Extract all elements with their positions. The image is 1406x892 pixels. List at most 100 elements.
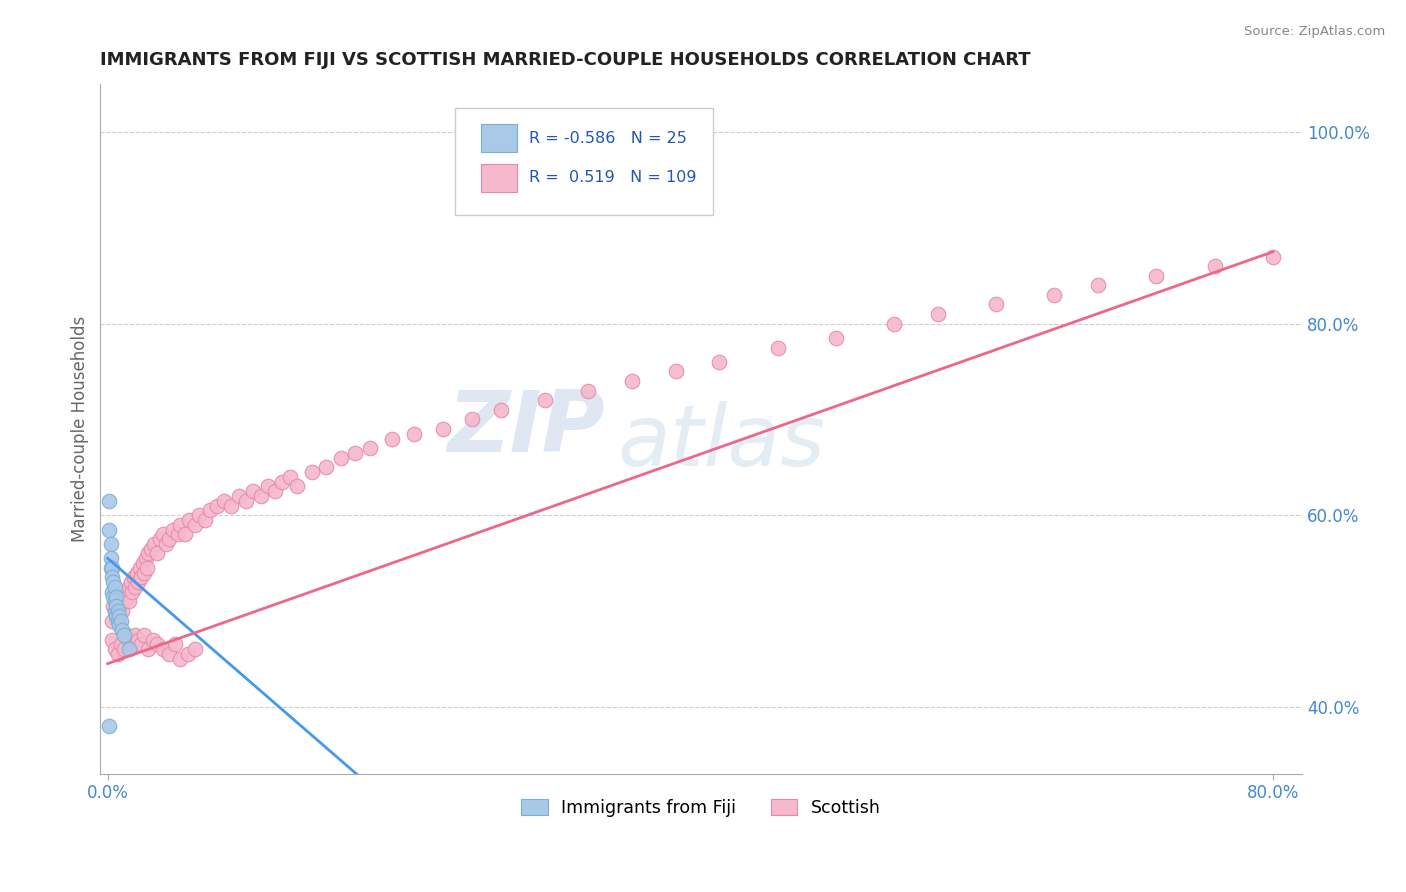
Point xyxy=(104,604,127,618)
Point xyxy=(98,523,121,537)
Point xyxy=(103,599,125,614)
Point xyxy=(101,614,124,628)
Point xyxy=(132,628,155,642)
Point xyxy=(108,599,131,614)
Point xyxy=(188,508,211,523)
Point xyxy=(110,614,132,628)
Point xyxy=(709,355,731,369)
Point xyxy=(157,647,180,661)
Point xyxy=(285,479,308,493)
Point xyxy=(264,484,287,499)
Point xyxy=(98,719,121,733)
Text: IMMIGRANTS FROM FIJI VS SCOTTISH MARRIED-COUPLE HOUSEHOLDS CORRELATION CHART: IMMIGRANTS FROM FIJI VS SCOTTISH MARRIED… xyxy=(100,51,1031,69)
Point xyxy=(110,637,132,651)
Point xyxy=(212,493,235,508)
Point xyxy=(1043,288,1066,302)
Point xyxy=(278,470,301,484)
Point xyxy=(103,575,125,590)
Point xyxy=(125,566,148,580)
Point xyxy=(173,527,195,541)
Point xyxy=(100,537,122,551)
Text: R =  0.519   N = 109: R = 0.519 N = 109 xyxy=(529,170,697,185)
Point xyxy=(108,618,131,632)
Point xyxy=(124,580,146,594)
Point xyxy=(825,331,848,345)
Point xyxy=(100,561,122,575)
Text: R = -0.586   N = 25: R = -0.586 N = 25 xyxy=(529,131,688,146)
Point xyxy=(143,537,166,551)
Point xyxy=(138,642,160,657)
Point xyxy=(122,570,145,584)
Point xyxy=(221,499,243,513)
Point xyxy=(359,441,381,455)
Point xyxy=(112,642,135,657)
Point xyxy=(104,604,127,618)
Text: Source: ZipAtlas.com: Source: ZipAtlas.com xyxy=(1244,25,1385,38)
Point xyxy=(141,541,163,556)
Point xyxy=(104,594,127,608)
Point xyxy=(665,364,688,378)
Point xyxy=(101,570,124,584)
Point xyxy=(1261,250,1284,264)
Point xyxy=(120,575,142,590)
Point xyxy=(115,628,138,642)
Y-axis label: Married-couple Households: Married-couple Households xyxy=(72,316,89,542)
Point xyxy=(115,584,138,599)
Point xyxy=(142,632,165,647)
Bar xyxy=(481,125,517,153)
Point xyxy=(402,426,425,441)
Point xyxy=(489,402,512,417)
Point xyxy=(1320,240,1343,254)
Point xyxy=(315,460,337,475)
Point xyxy=(1144,268,1167,283)
Point xyxy=(98,493,121,508)
Legend: Immigrants from Fiji, Scottish: Immigrants from Fiji, Scottish xyxy=(515,791,887,823)
Point xyxy=(107,604,129,618)
Point xyxy=(127,575,149,590)
Point xyxy=(138,546,160,560)
Point xyxy=(118,642,141,657)
Point xyxy=(105,594,128,608)
Point xyxy=(107,647,129,661)
Point xyxy=(169,652,191,666)
Point xyxy=(344,446,367,460)
Point xyxy=(111,623,134,637)
Point xyxy=(114,594,136,608)
Point xyxy=(184,517,207,532)
Point xyxy=(461,412,484,426)
Point xyxy=(1087,278,1109,293)
Point xyxy=(162,523,184,537)
Point xyxy=(166,527,188,541)
Point xyxy=(128,561,150,575)
Point xyxy=(110,584,132,599)
Point xyxy=(146,637,169,651)
Point xyxy=(105,608,128,623)
Point xyxy=(124,628,146,642)
Point xyxy=(235,493,257,508)
Point xyxy=(184,642,207,657)
FancyBboxPatch shape xyxy=(456,108,713,215)
Point xyxy=(329,450,352,465)
Point xyxy=(381,432,404,446)
Bar xyxy=(481,163,517,192)
Point xyxy=(105,608,128,623)
Point xyxy=(101,632,124,647)
Point xyxy=(108,608,131,623)
Point xyxy=(205,499,228,513)
Point xyxy=(533,393,555,408)
Point xyxy=(129,570,152,584)
Point xyxy=(986,297,1008,311)
Point xyxy=(169,517,191,532)
Point xyxy=(129,637,152,651)
Point xyxy=(177,647,200,661)
Point xyxy=(157,532,180,546)
Point xyxy=(107,614,129,628)
Point xyxy=(118,580,141,594)
Point xyxy=(100,551,122,566)
Point xyxy=(111,594,134,608)
Text: ZIP: ZIP xyxy=(447,387,605,470)
Point xyxy=(105,599,128,614)
Point xyxy=(152,642,174,657)
Point xyxy=(121,584,143,599)
Point xyxy=(271,475,294,489)
